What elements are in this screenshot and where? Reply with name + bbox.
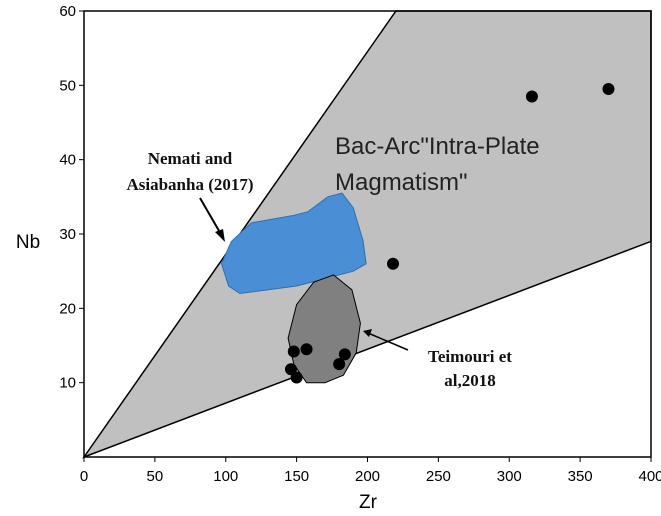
y-tick-label: 30	[59, 226, 76, 243]
teimouri-label-line-2: al,2018	[444, 371, 495, 390]
x-tick-label: 100	[213, 468, 238, 485]
x-tick-label: 200	[355, 468, 380, 485]
teimouri-label-line-1: Teimouri et	[428, 347, 512, 366]
x-ticks: 0 50 100 150 200 250 300 350 400	[80, 457, 661, 485]
y-axis-label: Nb	[16, 232, 40, 253]
data-point	[287, 345, 300, 358]
data-point	[290, 371, 303, 384]
y-ticks: 10 20 30 40 50 60	[59, 3, 84, 392]
x-tick-label: 150	[284, 468, 309, 485]
x-tick-label: 350	[568, 468, 593, 485]
teimouri-arrow	[363, 329, 409, 351]
y-tick-label: 60	[59, 3, 76, 20]
x-tick-label: 0	[80, 468, 88, 485]
nemati-label-line-2: Asiabanha (2017)	[126, 175, 253, 194]
x-axis-label: Zr	[359, 492, 378, 513]
y-tick-label: 50	[59, 77, 76, 94]
x-tick-label: 300	[497, 468, 522, 485]
nemati-field	[220, 192, 367, 295]
y-tick-label: 40	[59, 152, 76, 169]
x-tick-label: 400	[638, 468, 661, 485]
nemati-label-line-1: Nemati and	[148, 149, 233, 168]
nemati-arrow	[199, 197, 225, 242]
data-point	[333, 358, 346, 371]
x-tick-label: 250	[426, 468, 451, 485]
region-label-line-1: Bac-Arc"Intra-Plate	[335, 133, 540, 160]
data-point	[387, 257, 400, 270]
x-tick-label: 50	[147, 468, 164, 485]
y-tick-label: 20	[59, 300, 76, 317]
region-label-line-2: Magmatism"	[335, 169, 468, 196]
y-tick-label: 10	[59, 375, 76, 392]
data-point	[300, 343, 313, 356]
data-point	[338, 348, 351, 361]
data-points	[284, 83, 615, 384]
data-point	[525, 90, 538, 103]
data-point	[602, 83, 615, 96]
